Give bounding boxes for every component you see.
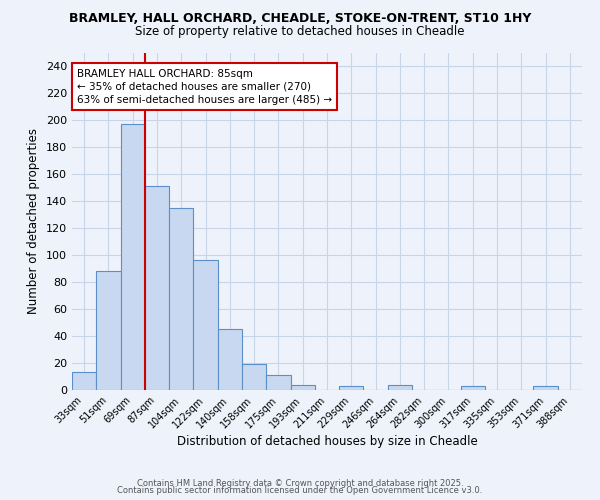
Bar bbox=[461, 386, 485, 390]
X-axis label: Distribution of detached houses by size in Cheadle: Distribution of detached houses by size … bbox=[176, 436, 478, 448]
Bar bbox=[242, 364, 266, 390]
Text: BRAMLEY HALL ORCHARD: 85sqm
← 35% of detached houses are smaller (270)
63% of se: BRAMLEY HALL ORCHARD: 85sqm ← 35% of det… bbox=[77, 68, 332, 105]
Bar bbox=[96, 271, 121, 390]
Bar bbox=[290, 384, 315, 390]
Bar bbox=[218, 329, 242, 390]
Bar bbox=[193, 260, 218, 390]
Text: Contains public sector information licensed under the Open Government Licence v3: Contains public sector information licen… bbox=[118, 486, 482, 495]
Bar bbox=[388, 384, 412, 390]
Bar bbox=[145, 186, 169, 390]
Y-axis label: Number of detached properties: Number of detached properties bbox=[28, 128, 40, 314]
Bar bbox=[533, 386, 558, 390]
Bar bbox=[169, 208, 193, 390]
Text: BRAMLEY, HALL ORCHARD, CHEADLE, STOKE-ON-TRENT, ST10 1HY: BRAMLEY, HALL ORCHARD, CHEADLE, STOKE-ON… bbox=[69, 12, 531, 26]
Text: Size of property relative to detached houses in Cheadle: Size of property relative to detached ho… bbox=[135, 25, 465, 38]
Bar bbox=[72, 372, 96, 390]
Text: Contains HM Land Registry data © Crown copyright and database right 2025.: Contains HM Land Registry data © Crown c… bbox=[137, 478, 463, 488]
Bar bbox=[266, 375, 290, 390]
Bar bbox=[121, 124, 145, 390]
Bar bbox=[339, 386, 364, 390]
